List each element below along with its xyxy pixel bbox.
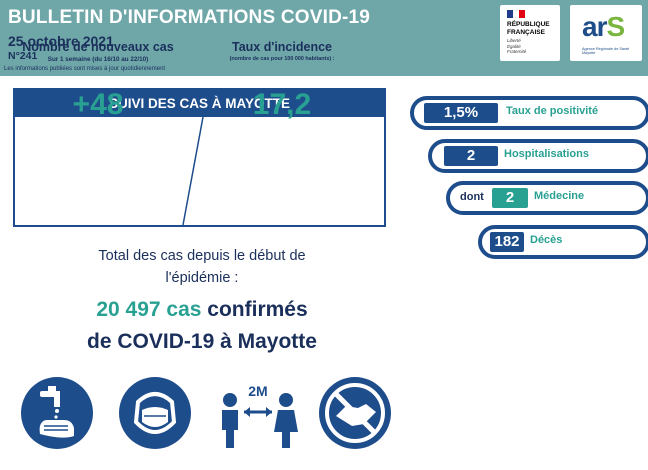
new-cases-period: Sur 1 semaine (du 16/10 au 22/10): [47, 56, 149, 63]
ars-subtitle: Agence Régionale de Santé Mayotte: [582, 47, 630, 55]
ars-text-b: S: [606, 11, 625, 42]
ars-text-a: ar: [582, 11, 607, 42]
total-line2: l'épidémie :: [165, 270, 239, 286]
rf-motto1: Liberté: [507, 38, 521, 43]
cases-panel: SUIVI DES CAS À MAYOTTE: [13, 88, 386, 227]
medecine-value: 2: [492, 188, 528, 208]
update-note: Les informations publiées sont mises à j…: [4, 66, 166, 72]
republique-francaise-logo: RÉPUBLIQUE FRANÇAISE Liberté Égalité Fra…: [500, 5, 560, 61]
social-distance-icon: 2M: [222, 383, 298, 448]
incidence-value: 17,2: [252, 88, 312, 121]
positivity-pill: 1,5% Taux de positivité: [410, 96, 648, 130]
medecine-pill: dont 2 Médecine: [446, 181, 648, 215]
hospital-label: Hospitalisations: [504, 148, 589, 160]
new-cases-value: +48: [72, 88, 124, 121]
confirmed-location: de COVID-19 à Mayotte: [87, 330, 317, 353]
rf-motto3: Fraternité: [507, 49, 527, 54]
medecine-prefix: dont: [460, 191, 484, 203]
new-cases-label: Nombre de nouveaux cas: [22, 40, 174, 54]
confirmed-cases: 20 497 cas confirmés: [32, 298, 372, 322]
incidence-subtitle: (nombre de cas pour 100 000 habitants) :: [229, 56, 335, 62]
rf-motto2: Égalité: [507, 43, 521, 49]
deces-value: 182: [490, 232, 524, 252]
total-line1: Total des cas depuis le début de: [98, 248, 306, 264]
handwashing-icon: [21, 377, 93, 449]
positivity-label: Taux de positivité: [506, 105, 599, 117]
header-banner: BULLETIN D'INFORMATIONS COVID-19 25 octo…: [0, 0, 648, 76]
face-mask-icon: [119, 377, 191, 449]
bulletin-title: BULLETIN D'INFORMATIONS COVID-19: [8, 7, 371, 28]
no-handshake-icon: [319, 377, 391, 449]
deces-label: Décès: [530, 234, 563, 246]
rf-line1: RÉPUBLIQUE: [507, 21, 550, 28]
confirmed-number: 20 497 cas: [96, 298, 202, 321]
deces-pill: 182 Décès: [478, 225, 648, 259]
rf-line2: FRANÇAISE: [507, 28, 545, 36]
medecine-label: Médecine: [534, 190, 585, 202]
french-flag-icon: [507, 10, 525, 18]
incidence-label: Taux d'incidence: [232, 40, 332, 54]
hospital-pill: 2 Hospitalisations: [428, 139, 648, 173]
cases-panel-title: SUIVI DES CAS À MAYOTTE: [15, 90, 384, 117]
bulletin-number: N°241: [8, 50, 38, 62]
confirmed-word: confirmés: [201, 298, 308, 321]
positivity-value: 1,5%: [424, 103, 498, 123]
ars-logo: arS Agence Régionale de Santé Mayotte: [570, 5, 642, 61]
distance-label: 2M: [248, 383, 267, 399]
hospital-value: 2: [444, 146, 498, 166]
panel-divider: [182, 117, 204, 225]
bulletin-date: 25 octobre 2021: [8, 33, 114, 49]
